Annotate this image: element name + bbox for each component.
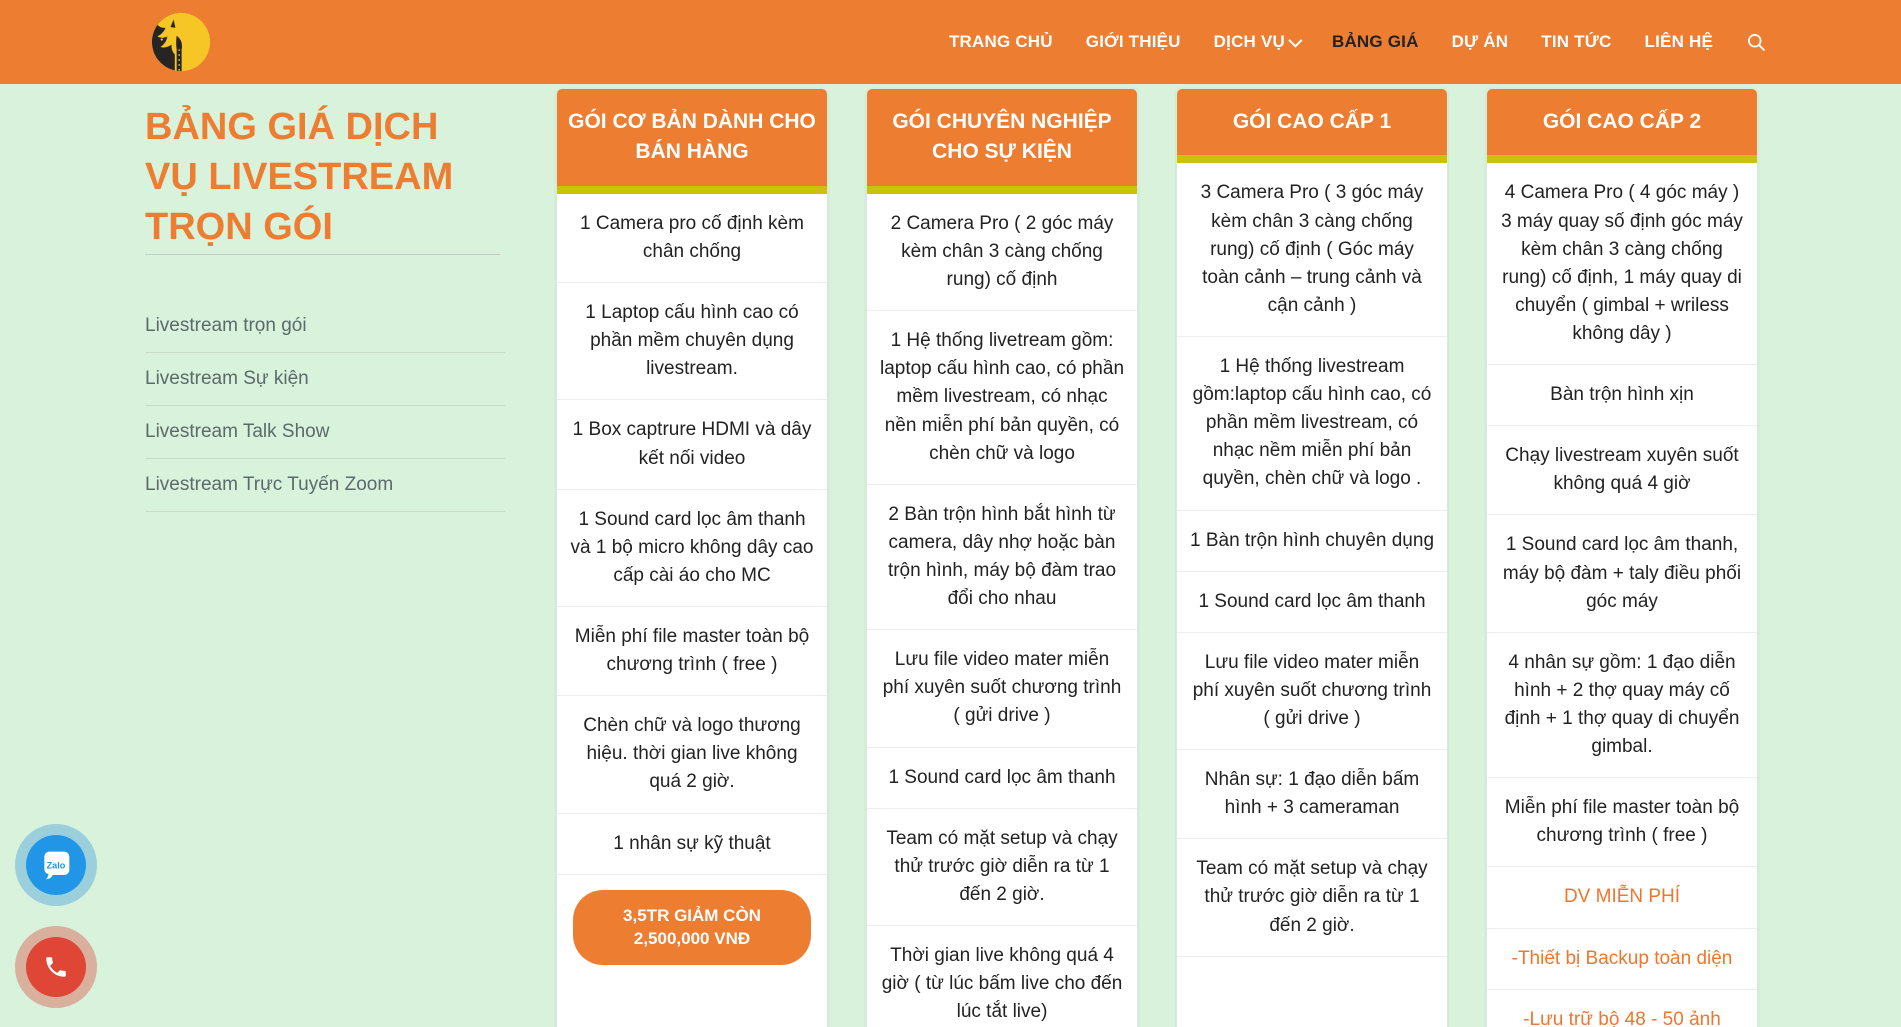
svg-text:Zalo: Zalo	[47, 860, 66, 870]
